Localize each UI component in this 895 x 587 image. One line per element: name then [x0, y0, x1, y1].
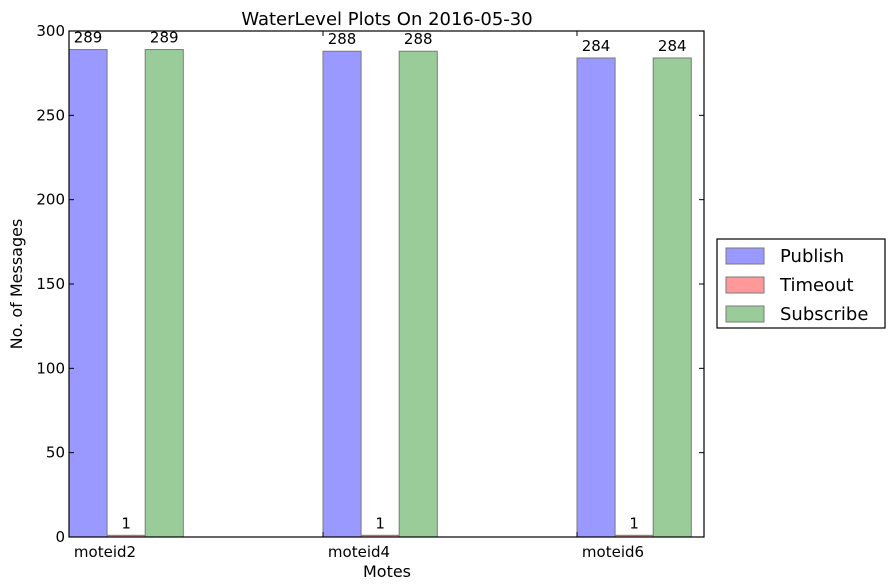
y-tick-label-150: 150 — [36, 275, 65, 293]
data-label-subscribe-moteid2: 289 — [150, 29, 179, 47]
y-axis: 0 50 100 150 200 250 300 — [36, 22, 704, 546]
legend-label-timeout: Timeout — [779, 275, 854, 296]
y-tick-label-0: 0 — [55, 528, 65, 546]
data-label-publish-moteid6: 284 — [582, 37, 611, 55]
legend-label-subscribe: Subscribe — [780, 304, 868, 325]
x-tick-label-moteid4: moteid4 — [328, 543, 390, 561]
data-label-publish-moteid2: 289 — [74, 29, 103, 47]
chart-title: WaterLevel Plots On 2016-05-30 — [241, 9, 532, 30]
bar-subscribe-moteid2 — [144, 49, 184, 538]
data-label-subscribe-moteid6: 284 — [658, 37, 687, 55]
data-label-publish-moteid4: 288 — [328, 30, 357, 48]
legend: Publish Timeout Subscribe — [716, 238, 886, 329]
data-label-timeout-moteid4: 1 — [375, 514, 385, 532]
legend-swatch-publish — [725, 247, 765, 265]
legend-label-publish: Publish — [780, 246, 844, 267]
bar-publish-moteid2 — [68, 49, 108, 538]
y-tick-label-300: 300 — [36, 22, 65, 40]
y-tick-label-50: 50 — [46, 444, 65, 462]
x-axis: moteid2 moteid4 moteid6 — [68, 31, 644, 561]
y-axis-label: No. of Messages — [7, 219, 26, 350]
legend-swatch-timeout — [725, 276, 765, 294]
plot-area: 289 1 289 288 1 288 284 1 284 — [68, 29, 705, 538]
x-axis-label: Motes — [363, 562, 411, 581]
data-label-subscribe-moteid4: 288 — [404, 30, 433, 48]
bar-subscribe-moteid6 — [652, 57, 692, 538]
bar-publish-moteid4 — [322, 50, 362, 538]
bar-publish-moteid6 — [576, 57, 616, 538]
data-label-timeout-moteid2: 1 — [121, 514, 131, 532]
legend-swatch-subscribe — [725, 305, 765, 323]
y-tick-label-100: 100 — [36, 359, 65, 377]
data-label-timeout-moteid6: 1 — [629, 514, 639, 532]
y-tick-label-250: 250 — [36, 106, 65, 124]
bar-subscribe-moteid4 — [398, 50, 438, 538]
y-tick-label-200: 200 — [36, 191, 65, 209]
x-tick-label-moteid6: moteid6 — [582, 543, 644, 561]
x-tick-label-moteid2: moteid2 — [74, 543, 136, 561]
